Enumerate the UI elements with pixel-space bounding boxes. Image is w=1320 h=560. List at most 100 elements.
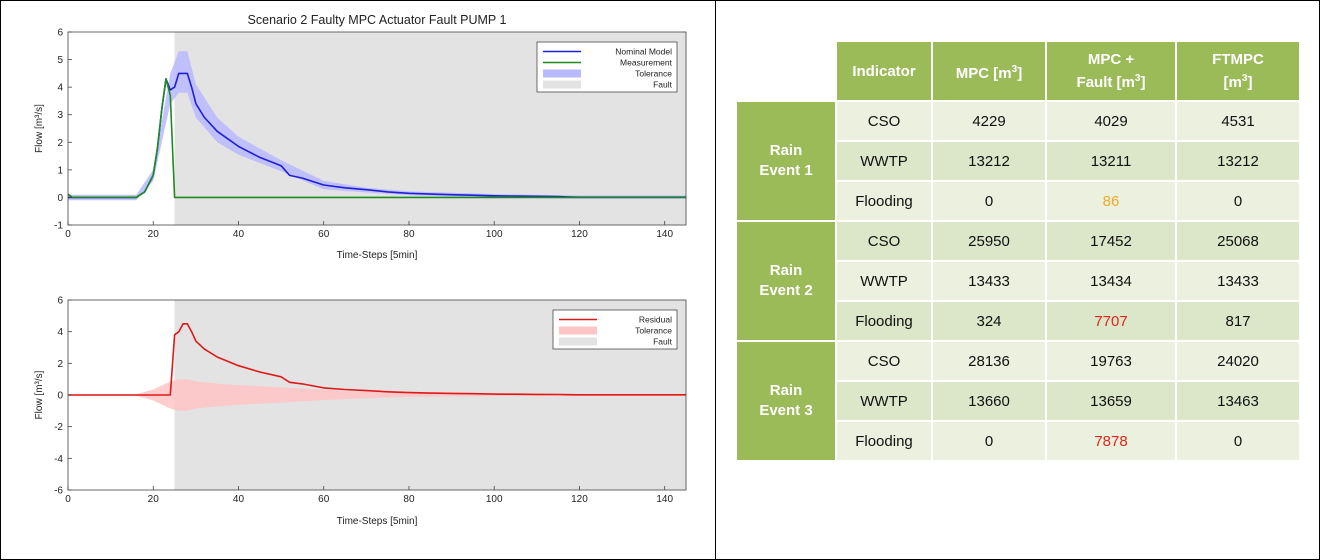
plot1-ylabel: Flow [m³/s] [34,104,45,153]
plot2-xtick-label: 60 [318,494,330,505]
cell-mpc: 25950 [933,222,1045,260]
plots-panel: 0 20 40 60 80 100 120 140 -1 0 1 2 3 4 5 6 Scenario 2 Fa… [34,13,687,527]
plot1-title: Scenario 2 Faulty MPC Actuator Fault PUM… [248,13,507,27]
header-mpc-text: MPC [m [955,64,1012,82]
plot2-group: 0 20 40 60 80 100 120 140 -6 -4 -2 0 2 4 6 Time-Steps [… [34,296,687,527]
header-ftmpc-line2: [m [1223,74,1242,91]
plot2-legend-label: Fault [653,337,673,347]
header-indicator-text: Indicator [852,62,916,80]
cell-mpc-fault: 13434 [1047,262,1175,300]
plot2-ytick-label: 6 [57,296,63,307]
plot2-ytick-label: 2 [57,359,63,370]
plot1-xtick-label: 40 [233,229,245,240]
results-table-wrap: Indicator MPC [m3] MPC + Fault [m3] FTMPC… [735,40,1301,462]
plot2-ytick-label: -6 [54,486,63,497]
table-row: Flooding 0 86 0 [737,182,1299,220]
table-row: WWTP 13660 13659 13463 [737,382,1299,420]
header-mpc-close: ] [1017,64,1023,82]
plot2-tolerance-band [68,379,686,411]
plot2-legend-swatch-fault [559,337,597,346]
plot2-ytick-label: 0 [57,391,63,402]
event-1-line2: Event 1 [759,162,813,179]
plot2-xtick-label: 120 [571,494,588,505]
event-3-label: Rain Event 3 [737,342,835,460]
cell-mpc: 28136 [933,342,1045,380]
event-3-line2: Event 3 [759,402,813,419]
header-ftmpc-sup: 3 [1241,73,1248,84]
cell-ftmpc: 0 [1177,182,1299,220]
plot2-legend-swatch-tolerance [559,326,597,335]
cell-indicator: WWTP [837,382,931,420]
plot1-ytick-label: 6 [57,28,63,39]
event-2-label: Rain Event 2 [737,222,835,340]
plot1-xtick-label: 80 [403,229,415,240]
plot1-xlabel: Time-Steps [5min] [337,250,418,261]
cell-ftmpc: 13463 [1177,382,1299,420]
plot2-xtick-label: 20 [148,494,160,505]
cell-mpc-fault: 19763 [1047,342,1175,380]
cell-indicator: WWTP [837,262,931,300]
plot2-xtick-label: 80 [403,494,415,505]
cell-ftmpc: 13433 [1177,262,1299,300]
table-row: Rain Event 3 CSO 28136 19763 24020 [737,342,1299,460]
cell-indicator: WWTP [837,142,931,180]
cell-mpc: 0 [933,422,1045,460]
header-mpc-fault-sup: 3 [1134,73,1141,84]
event-2-line1: Rain [769,262,803,279]
table-row: Flooding 0 7878 0 [737,422,1299,460]
cell-mpc-fault: 86 [1047,182,1175,220]
cell-mpc-fault: 13659 [1047,382,1175,420]
plot1-legend-label: Tolerance [635,69,672,79]
table-row: Rain Event 1 CSO 4229 4029 4531 [737,102,1299,220]
plot1-xtick-label: 60 [318,229,330,240]
table-row: WWTP 13212 13211 13212 [737,142,1299,180]
header-mpc-fault-line2: Fault [m [1076,74,1135,91]
cell-ftmpc: 25068 [1177,222,1299,260]
cell-mpc-fault: 4029 [1047,102,1175,140]
event-1-label: Rain Event 1 [737,102,835,220]
cell-mpc: 4229 [933,102,1045,140]
header-ftmpc-close: ] [1247,74,1253,91]
header-ftmpc-line1: FTMPC [1212,51,1264,68]
cell-mpc-fault: 17452 [1047,222,1175,260]
cell-indicator: CSO [837,222,931,260]
cell-mpc: 13433 [933,262,1045,300]
plot1-legend-label: Fault [653,80,673,90]
plot2-xlabel: Time-Steps [5min] [337,516,418,527]
cell-ftmpc: 24020 [1177,342,1299,380]
cell-indicator: CSO [837,342,931,380]
cell-mpc: 324 [933,302,1045,340]
plot2-xtick-label: 0 [65,494,71,505]
header-mpc-fault-close: ] [1140,74,1146,91]
header-mpc: MPC [m3] [933,42,1045,100]
plot1-xtick-label: 20 [148,229,160,240]
plot1-legend-label: Measurement [620,58,673,68]
cell-indicator: Flooding [837,182,931,220]
event-3-line1: Rain [769,382,803,399]
plot1-xtick-label: 0 [65,229,71,240]
plot1-xtick-label: 120 [571,229,588,240]
plot1-legend-label: Nominal Model [615,47,672,57]
plot2-ytick-label: -4 [54,454,63,465]
plot2-series-residual [68,322,686,396]
plot1-axes-box [67,31,687,226]
plot1-ytick-label: -1 [54,221,63,232]
header-blank [737,42,835,100]
header-mpc-fault-line1: MPC + [1087,51,1135,68]
cell-mpc-fault: 13211 [1047,142,1175,180]
cell-indicator: CSO [837,102,931,140]
cell-indicator: Flooding [837,302,931,340]
cell-ftmpc: 817 [1177,302,1299,340]
plot1-ytick-label: 3 [57,110,63,121]
header-ftmpc: FTMPC [m3] [1177,42,1299,100]
plot2-legend-label: Residual [639,315,672,325]
plot1-legend-swatch-fault [543,80,581,89]
plot2-ylabel: Flow [m³/s] [34,370,45,419]
header-mpc-sup: 3 [1011,63,1018,75]
table-row: Rain Event 2 CSO 25950 17452 25068 [737,222,1299,340]
plot1-series-measurement [67,78,686,199]
event-1-line1: Rain [769,142,803,159]
plot2-xtick-label: 40 [233,494,245,505]
